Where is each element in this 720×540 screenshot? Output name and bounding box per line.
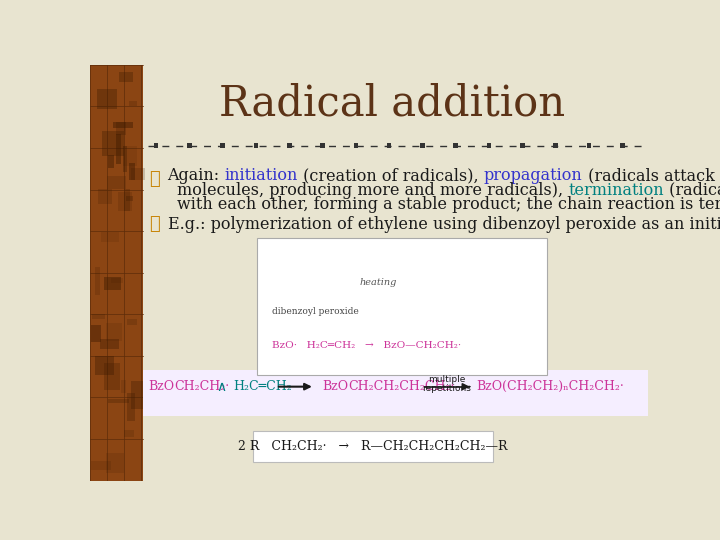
Bar: [121, 380, 127, 393]
Bar: [125, 189, 130, 211]
Bar: [113, 123, 132, 128]
Bar: [123, 146, 138, 166]
Bar: [256, 238, 547, 375]
Bar: [123, 146, 127, 172]
Bar: [108, 156, 114, 168]
Text: Again:: Again:: [168, 167, 225, 184]
Text: (radicals attack neutral: (radicals attack neutral: [582, 167, 720, 184]
Text: heating: heating: [360, 278, 397, 287]
Text: (CH₂CH₂)ₙCH₂CH₂·: (CH₂CH₂)ₙCH₂CH₂·: [502, 380, 624, 393]
Bar: [129, 163, 135, 180]
Bar: [320, 143, 325, 148]
Bar: [253, 431, 493, 462]
Bar: [130, 101, 137, 106]
Bar: [107, 176, 127, 189]
Bar: [104, 276, 121, 290]
Bar: [118, 192, 132, 211]
Text: (radicals react: (radicals react: [664, 182, 720, 199]
Bar: [111, 278, 123, 282]
Bar: [131, 381, 153, 409]
Bar: [287, 143, 292, 148]
Bar: [487, 143, 492, 148]
Bar: [187, 143, 192, 148]
Bar: [108, 399, 129, 403]
Text: BzO: BzO: [323, 380, 348, 393]
Bar: [95, 356, 114, 375]
Text: 2 R   CH₂CH₂·   →   R—CH₂CH₂CH₂CH₂—R: 2 R CH₂CH₂· → R—CH₂CH₂CH₂CH₂—R: [238, 440, 508, 453]
Text: BzO·   H₂C═CH₂   →   BzO—CH₂CH₂·: BzO· H₂C═CH₂ → BzO—CH₂CH₂·: [272, 341, 462, 350]
Text: ✱: ✱: [149, 215, 160, 233]
Text: Radical addition: Radical addition: [219, 82, 565, 124]
Bar: [101, 232, 119, 242]
Text: CH₂CH₂CH₂CH₂·: CH₂CH₂CH₂CH₂·: [348, 380, 455, 393]
Bar: [125, 430, 135, 437]
Text: CH₂CH₂·: CH₂CH₂·: [174, 380, 230, 393]
Bar: [91, 461, 111, 470]
Text: BzO: BzO: [476, 380, 502, 393]
Text: initiation: initiation: [225, 167, 298, 184]
Text: termination: termination: [568, 182, 664, 199]
Bar: [587, 143, 591, 148]
Bar: [90, 65, 143, 481]
Bar: [131, 167, 145, 179]
Bar: [125, 195, 133, 201]
Bar: [98, 189, 112, 205]
Bar: [116, 122, 125, 136]
Bar: [153, 143, 158, 148]
Text: dibenzoyl peroxide: dibenzoyl peroxide: [272, 307, 359, 316]
Bar: [96, 89, 117, 109]
Bar: [220, 143, 225, 148]
Text: molecules, producing more and more radicals),: molecules, producing more and more radic…: [177, 182, 568, 199]
Text: repetitions: repetitions: [422, 384, 471, 394]
Bar: [102, 131, 125, 156]
Bar: [127, 393, 135, 421]
Bar: [127, 319, 137, 325]
Bar: [116, 134, 121, 164]
Bar: [620, 143, 625, 148]
Text: E.g.: polymerization of ethylene using dibenzoyl peroxide as an initiator:: E.g.: polymerization of ethylene using d…: [168, 215, 720, 233]
Bar: [100, 339, 119, 349]
Bar: [104, 362, 120, 390]
Bar: [106, 323, 122, 341]
Text: (creation of radicals),: (creation of radicals),: [298, 167, 484, 184]
Bar: [520, 143, 525, 148]
Text: multiple: multiple: [428, 375, 465, 384]
Text: with each other, forming a stable product; the chain reaction is terminated): with each other, forming a stable produc…: [177, 197, 720, 213]
Bar: [119, 72, 132, 82]
Bar: [253, 143, 258, 148]
Bar: [420, 143, 425, 148]
Bar: [387, 143, 392, 148]
Text: ∧: ∧: [217, 380, 227, 394]
Bar: [106, 453, 124, 473]
Text: BzO: BzO: [148, 380, 174, 393]
Bar: [95, 267, 100, 295]
Bar: [91, 325, 102, 342]
Bar: [354, 143, 358, 148]
Text: ✱: ✱: [149, 170, 160, 188]
Bar: [91, 314, 105, 319]
Bar: [554, 143, 558, 148]
Text: propagation: propagation: [484, 167, 582, 184]
Bar: [143, 370, 648, 416]
Text: H₂C═CH₂: H₂C═CH₂: [233, 380, 292, 393]
Bar: [454, 143, 458, 148]
